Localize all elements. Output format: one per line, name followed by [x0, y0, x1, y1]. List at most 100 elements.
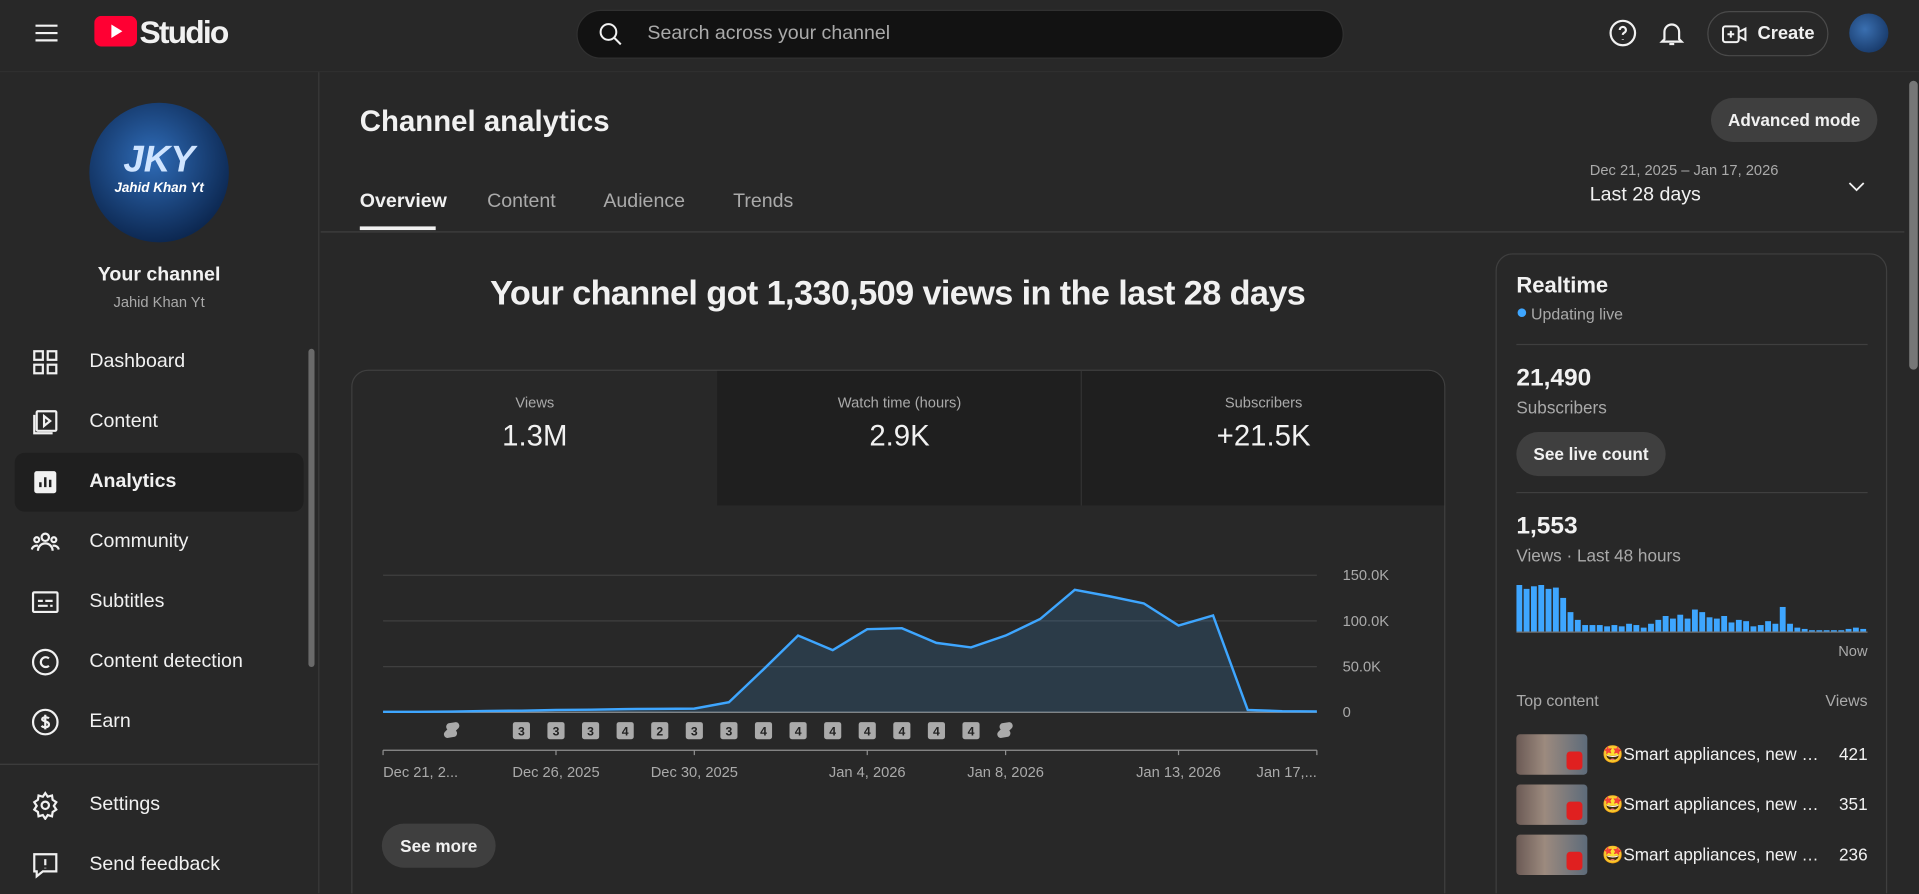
period-selector[interactable]: Last 28 days: [1589, 184, 1701, 206]
line: [383, 588, 1317, 714]
help-button[interactable]: [1608, 18, 1637, 47]
metric-tab[interactable]: Watch time (hours) 2.9K: [717, 370, 1082, 506]
search-placeholder: Search across your channel: [647, 23, 891, 45]
x-tick-label: Dec 30, 2025: [651, 765, 738, 781]
nav-item[interactable]: Analytics: [89, 471, 177, 492]
youtube-logo[interactable]: [94, 15, 138, 47]
upload-marker: [512, 722, 530, 740]
views-chart: 0 50.0K 100.0K 150.0K 3 3 3 4 2 3 3 4 4 4 4 4 4 4 Dec 21, …: [382, 568, 1389, 781]
avatar-caption: Jahid Khan Yt: [114, 181, 204, 196]
realtime-bar: [1699, 612, 1706, 632]
tab[interactable]: Overview: [359, 190, 447, 212]
see-live-count-button[interactable]: See live count: [1516, 432, 1666, 477]
realtime-bar: [1831, 630, 1837, 632]
tab[interactable]: Audience: [603, 190, 686, 212]
metric-value: +21.5K: [1216, 419, 1311, 453]
realtime-bar: [1552, 587, 1559, 632]
tab[interactable]: Trends: [733, 190, 794, 212]
nav-icon: [31, 708, 59, 736]
realtime-bar: [1743, 621, 1750, 632]
realtime-title: Realtime: [1516, 272, 1609, 298]
realtime-bar: [1757, 625, 1764, 632]
upload-count: 3: [587, 725, 594, 739]
x-tick-label: Jan 13, 2026: [1136, 765, 1221, 781]
metric-tab[interactable]: Subscribers +21.5K: [1080, 370, 1445, 506]
tab[interactable]: Content: [487, 190, 556, 212]
overview-card: Views 1.3M Watch time (hours) 2.9K Subsc…: [351, 369, 1446, 894]
nav-item[interactable]: Dashboard: [89, 351, 186, 373]
realtime-card: Realtime Updating live 21,490 Subscriber…: [1495, 253, 1888, 894]
realtime-bar: [1779, 606, 1786, 632]
upload-marker: [893, 722, 911, 740]
tabs-divider: [320, 231, 1905, 233]
nav-item[interactable]: Community: [89, 531, 189, 552]
realtime-bar: [1713, 618, 1720, 632]
metric-tab[interactable]: Views 1.3M: [352, 371, 717, 506]
upload-marker: [582, 722, 600, 740]
menu-button[interactable]: [32, 18, 61, 47]
upload-marker: [754, 722, 773, 740]
channel-name: Jahid Khan Yt: [113, 293, 205, 311]
realtime-divider: [1516, 491, 1868, 494]
upload-count: 4: [968, 725, 975, 739]
nav-item[interactable]: Send feedback: [89, 854, 220, 876]
realtime-bar: [1860, 628, 1867, 632]
nav-icon: [30, 532, 60, 551]
realtime-bar: [1545, 588, 1552, 632]
upload-count: 4: [795, 725, 802, 739]
top-content-item[interactable]: 🤩Smart appliances, new … 351: [1516, 784, 1868, 825]
advanced-mode-button[interactable]: Advanced mode: [1710, 97, 1878, 142]
subscriber-count: 21,490: [1516, 364, 1592, 392]
create-button[interactable]: Create: [1707, 11, 1829, 57]
realtime-bar: [1596, 625, 1603, 632]
realtime-views-label: Views · Last 48 hours: [1516, 545, 1681, 566]
item-views: 421: [1839, 744, 1868, 764]
item-title: 🤩Smart appliances, new …: [1602, 744, 1819, 764]
upload-count: 4: [898, 725, 905, 739]
nav-icon: [31, 591, 59, 614]
realtime-bar: [1721, 616, 1728, 632]
top-content-item[interactable]: 🤩Smart appliances, new … 421: [1516, 734, 1868, 775]
y-tick-label: 0: [1343, 705, 1351, 721]
nav-item[interactable]: Content: [89, 411, 158, 433]
period-dropdown[interactable]: [1844, 174, 1868, 198]
notifications-button[interactable]: [1657, 18, 1686, 47]
realtime-bar: [1640, 627, 1647, 632]
upload-count: 4: [933, 725, 940, 739]
realtime-divider: [1516, 343, 1868, 346]
nav-item[interactable]: Settings: [89, 794, 161, 816]
nav-icon: [32, 791, 58, 820]
nav-item[interactable]: Content detection: [89, 651, 243, 672]
channel-avatar[interactable]: JKY Jahid Khan Yt: [89, 102, 229, 243]
nav-item[interactable]: Earn: [89, 711, 131, 732]
realtime-bar: [1845, 628, 1852, 632]
top-content-item[interactable]: 🤩Smart appliances, new … 236: [1516, 834, 1868, 876]
upload-marker: [616, 722, 634, 740]
area-fill: [383, 589, 1317, 713]
realtime-bar: [1560, 597, 1567, 632]
metric-value: 2.9K: [869, 419, 930, 453]
realtime-bar: [1604, 626, 1611, 632]
metric-label: Subscribers: [1224, 394, 1303, 412]
account-avatar[interactable]: [1849, 13, 1889, 53]
thumbnail: [1516, 734, 1588, 775]
realtime-bar: [1787, 623, 1793, 632]
sidebar-scrollbar: [308, 348, 315, 667]
logo-text[interactable]: Studio: [139, 13, 230, 51]
x-tick-label: Jan 17,...: [1257, 765, 1317, 781]
nav-icon: [33, 853, 58, 879]
nav-active-highlight: [14, 452, 304, 512]
see-more-button[interactable]: See more: [381, 823, 496, 868]
realtime-now: Now: [1838, 642, 1868, 660]
upload-count: 3: [518, 725, 525, 739]
search-box[interactable]: Search across your channel: [576, 9, 1344, 59]
nav-item[interactable]: Subtitles: [89, 591, 165, 612]
realtime-bar: [1765, 621, 1771, 632]
views-header: Views: [1825, 691, 1868, 710]
realtime-bar: [1516, 585, 1523, 632]
upload-count: 3: [726, 725, 733, 739]
upload-count: 3: [691, 725, 698, 739]
thumbnail: [1516, 834, 1588, 876]
create-icon: [1721, 25, 1747, 44]
